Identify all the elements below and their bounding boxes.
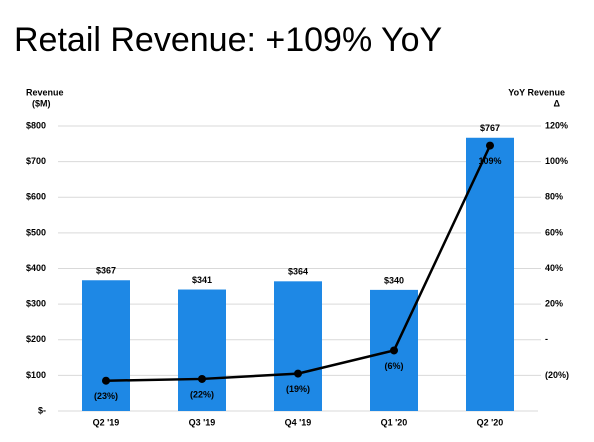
x-tick-label: Q2 '19 bbox=[93, 417, 120, 427]
line-value-label: 109% bbox=[478, 156, 501, 166]
y2-axis-label: YoY Revenue bbox=[508, 87, 565, 97]
x-tick-label: Q1 '20 bbox=[381, 417, 408, 427]
y2-tick-label: 120% bbox=[545, 120, 568, 130]
line-point bbox=[486, 141, 494, 150]
y2-axis-label: Δ bbox=[554, 98, 561, 108]
y-axis-label: Revenue bbox=[26, 87, 64, 97]
y-tick-label: $- bbox=[38, 405, 46, 415]
chart-title: Retail Revenue: +109% YoY bbox=[14, 21, 442, 59]
bar-value-label: $767 bbox=[480, 123, 500, 133]
x-tick-label: Q4 '19 bbox=[285, 417, 312, 427]
line-point bbox=[198, 374, 206, 383]
line-point bbox=[390, 346, 398, 355]
line-point bbox=[102, 376, 110, 385]
bar bbox=[274, 281, 322, 411]
bar bbox=[82, 280, 130, 411]
x-tick-label: Q3 '19 bbox=[189, 417, 216, 427]
line-point bbox=[294, 369, 302, 378]
y2-tick-label: 40% bbox=[545, 263, 563, 273]
y-axis-label: ($M) bbox=[32, 98, 51, 108]
y-tick-label: $500 bbox=[26, 227, 46, 237]
bar-value-label: $364 bbox=[288, 267, 308, 277]
line-value-label: (19%) bbox=[286, 384, 310, 394]
y2-tick-label: 60% bbox=[545, 227, 563, 237]
y-tick-label: $300 bbox=[26, 299, 46, 309]
y-tick-label: $800 bbox=[26, 120, 46, 130]
y-tick-label: $200 bbox=[26, 334, 46, 344]
y-tick-label: $400 bbox=[26, 263, 46, 273]
y2-tick-label: - bbox=[545, 334, 548, 344]
bar-value-label: $367 bbox=[96, 266, 116, 276]
line-value-label: (22%) bbox=[190, 389, 214, 399]
y-tick-label: $100 bbox=[26, 370, 46, 380]
y2-tick-label: (20%) bbox=[545, 370, 569, 380]
line-value-label: (23%) bbox=[94, 391, 118, 401]
y-tick-label: $600 bbox=[26, 192, 46, 202]
y2-tick-label: 80% bbox=[545, 192, 563, 202]
x-tick-label: Q2 '20 bbox=[477, 417, 504, 427]
bar-value-label: $340 bbox=[384, 275, 404, 285]
y2-tick-label: 100% bbox=[545, 156, 568, 166]
bar-value-label: $341 bbox=[192, 275, 212, 285]
y-tick-label: $700 bbox=[26, 156, 46, 166]
y2-tick-label: 20% bbox=[545, 299, 563, 309]
line-value-label: (6%) bbox=[384, 361, 403, 371]
bar bbox=[178, 289, 226, 411]
bar bbox=[466, 137, 514, 411]
